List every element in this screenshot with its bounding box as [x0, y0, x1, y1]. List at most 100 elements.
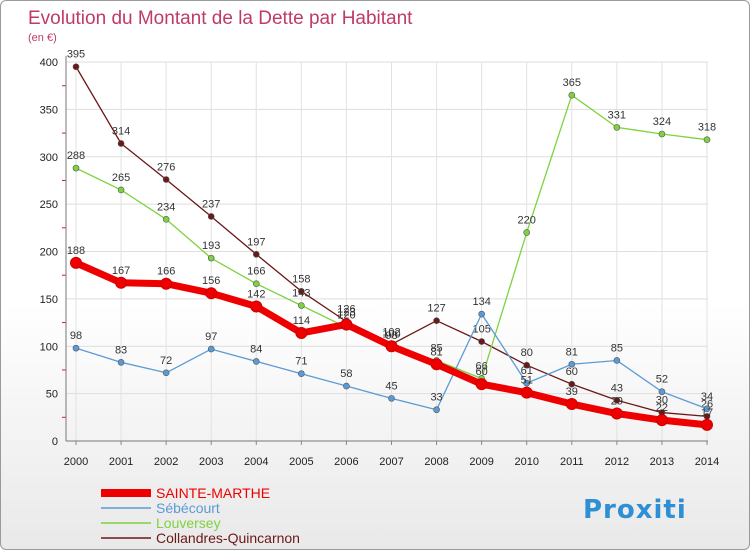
series-group: 395 314 276 237 197 158 126 102 127 105 80 60 43 30 26… — [67, 49, 716, 431]
data-point — [70, 256, 82, 269]
data-point — [72, 63, 80, 71]
data-label: 51 — [521, 375, 533, 387]
axes — [62, 56, 708, 445]
data-point — [478, 338, 485, 345]
y-tick-label: 350 — [40, 104, 58, 116]
x-tick-label: 2004 — [244, 456, 268, 468]
data-point — [568, 380, 576, 388]
series-2: 288 265 234 193 166 143 120 98 85 66 220 365 331 324 3… — [67, 77, 716, 382]
data-label: 61 — [521, 365, 533, 377]
data-label: 188 — [67, 245, 85, 257]
data-point — [701, 418, 713, 431]
data-label: 395 — [67, 49, 85, 61]
data-label: 114 — [293, 315, 311, 327]
y-tick-label: 200 — [40, 247, 58, 259]
data-label: 237 — [202, 198, 220, 210]
data-point — [162, 215, 170, 223]
data-point — [433, 406, 440, 414]
data-point — [252, 358, 260, 365]
data-point — [340, 318, 353, 331]
data-point — [703, 136, 711, 143]
data-point — [385, 340, 398, 353]
data-point — [160, 277, 173, 290]
data-label: 167 — [112, 265, 130, 277]
data-point — [162, 369, 170, 377]
data-label: 58 — [340, 368, 352, 380]
chart-title: Evolution du Montant de la Dette par Hab… — [28, 8, 413, 29]
legend-label: Sébécourt — [156, 500, 220, 516]
x-tick-label: 2011 — [560, 456, 584, 468]
x-tick-label: 2012 — [605, 456, 629, 468]
data-point — [613, 357, 621, 364]
legend-label: Collandres-Quincarnon — [156, 530, 300, 546]
data-point — [250, 300, 263, 313]
data-label: 34 — [701, 391, 713, 403]
x-tick-label: 2013 — [650, 456, 674, 468]
data-label: 105 — [472, 324, 490, 336]
data-point — [72, 164, 80, 172]
data-label: 102 — [382, 326, 400, 338]
data-label: 365 — [563, 77, 581, 89]
x-tick-label: 2000 — [64, 456, 88, 468]
data-label: 17 — [701, 407, 713, 419]
y-tick-label: 400 — [40, 57, 58, 69]
data-point — [298, 287, 305, 295]
y-tick-label: 250 — [40, 199, 58, 211]
data-point — [658, 130, 666, 138]
data-point — [72, 344, 80, 352]
y-axis-ticks: 0 50 100 150 200 250 300 350 400 — [40, 57, 58, 448]
data-label: 197 — [247, 236, 265, 248]
legend: SAINTE-MARTHESébécourtLouverseyCollandre… — [101, 485, 300, 546]
data-point — [703, 405, 711, 413]
data-label: 156 — [202, 275, 220, 287]
x-tick-label: 2014 — [695, 456, 719, 468]
data-label: 193 — [202, 240, 220, 252]
data-label: 158 — [292, 273, 310, 285]
data-label: 314 — [112, 125, 130, 137]
data-label: 71 — [295, 356, 307, 368]
y-tick-label: 100 — [40, 341, 58, 353]
data-point — [568, 360, 576, 368]
data-point — [658, 388, 666, 396]
data-point — [205, 287, 218, 300]
data-point — [207, 345, 215, 353]
data-label: 39 — [566, 386, 578, 398]
data-point — [523, 229, 531, 236]
y-tick-label: 150 — [40, 294, 58, 306]
data-label: 98 — [70, 330, 82, 342]
data-label: 81 — [566, 346, 578, 358]
data-label: 60 — [476, 366, 488, 378]
data-label: 60 — [566, 366, 578, 378]
data-label: 43 — [611, 382, 623, 394]
data-label: 29 — [611, 396, 623, 408]
data-label: 331 — [608, 109, 626, 121]
legend-label: Louversey — [156, 515, 221, 531]
x-axis-ticks: 2000 2001 2002 2003 2004 2005 2006 2007 2008 2009… — [64, 456, 719, 468]
data-label: 98 — [385, 330, 397, 342]
data-point — [433, 317, 440, 324]
data-point — [610, 407, 623, 420]
data-label: 85 — [430, 342, 442, 354]
logo-text: Proxiti — [583, 495, 687, 525]
data-label: 100 — [382, 328, 400, 340]
data-label: 123 — [337, 306, 355, 318]
data-point — [252, 251, 260, 258]
data-label: 318 — [698, 122, 716, 134]
data-label: 288 — [67, 150, 85, 162]
x-tick-label: 2003 — [199, 456, 223, 468]
data-label: 85 — [611, 342, 623, 354]
data-label: 220 — [518, 215, 536, 227]
data-label: 30 — [656, 395, 668, 407]
data-point — [565, 398, 578, 411]
data-label: 81 — [430, 346, 442, 358]
chart-subtitle: (en €) — [28, 32, 57, 44]
data-point — [388, 395, 395, 402]
data-point — [475, 378, 488, 391]
data-point — [568, 91, 576, 99]
x-tick-label: 2001 — [109, 456, 133, 468]
x-tick-label: 2007 — [379, 456, 403, 468]
data-point — [655, 414, 668, 427]
data-point — [117, 359, 125, 366]
